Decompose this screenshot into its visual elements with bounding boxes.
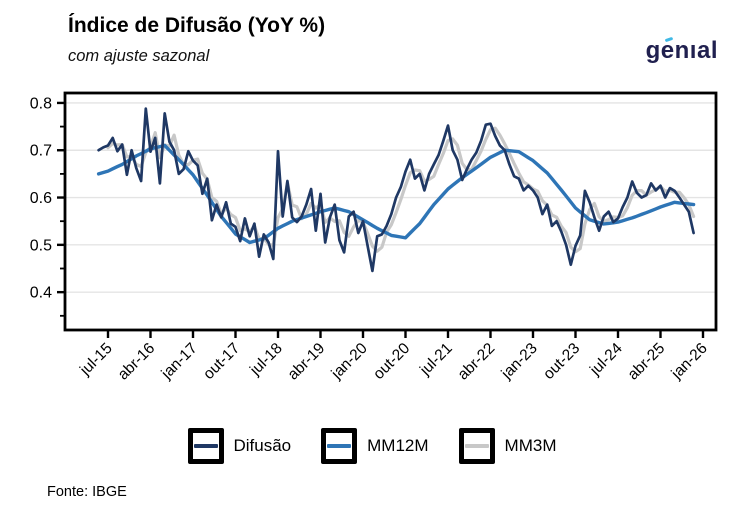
legend-label-mm12m: MM12M (367, 436, 429, 455)
chart-legend: Difusão MM12M MM3M (0, 428, 744, 464)
source-note: Fonte: IBGE (47, 484, 127, 500)
series-difusao-line (97, 107, 695, 273)
x-tick-label: abr-19 (285, 340, 329, 384)
y-tick-label: 0.5 (30, 237, 52, 254)
plot-frame (63, 91, 718, 332)
genial-logo: genıal (646, 36, 718, 66)
legend-item-mm12m: MM12M (321, 428, 429, 464)
page-title: Índice de Difusão (YoY %) (68, 14, 326, 37)
legend-item-difusao: Difusão (187, 428, 292, 464)
x-tick-label: jan-26 (668, 340, 711, 383)
x-tick-label: abr-22 (455, 340, 499, 384)
legend-key-mm12m-icon (321, 428, 358, 464)
x-tick-label: out-20 (370, 340, 413, 383)
x-tick-label: jul-18 (246, 340, 286, 380)
legend-label-mm3m: MM3M (504, 436, 557, 455)
mm12m-line-swatch (327, 444, 352, 448)
legend-item-mm3m: MM3M (458, 428, 557, 464)
x-tick-label: jul-15 (76, 340, 116, 380)
x-tick-label: jul-21 (416, 340, 456, 380)
legend-key-difusao-icon (187, 428, 224, 464)
genial-logo-text: genıal (645, 37, 718, 64)
x-tick-label: abr-25 (625, 340, 669, 384)
x-tick-label: jan-23 (498, 340, 541, 383)
series-mm3m-line (106, 126, 696, 254)
legend-key-mm3m-icon (458, 428, 495, 464)
x-tick-label: jan-20 (328, 340, 371, 383)
series-mm12m-line (96, 143, 696, 245)
x-tick-label: jan-17 (158, 340, 201, 383)
y-tick-label: 0.6 (30, 190, 52, 207)
chart-subtitle: com ajuste sazonal (68, 47, 210, 65)
y-tick-label: 0.4 (30, 285, 52, 302)
x-tick-label: out-17 (200, 340, 243, 383)
legend-label-difusao: Difusão (233, 436, 292, 455)
y-tick-label: 0.8 (30, 95, 52, 112)
difusao-line-swatch (193, 444, 218, 448)
x-tick-label: jul-24 (586, 340, 626, 380)
mm3m-line-swatch (464, 444, 489, 448)
y-tick-label: 0.7 (30, 143, 52, 160)
x-tick-label: out-23 (540, 340, 583, 383)
x-tick-label: abr-16 (115, 340, 159, 384)
